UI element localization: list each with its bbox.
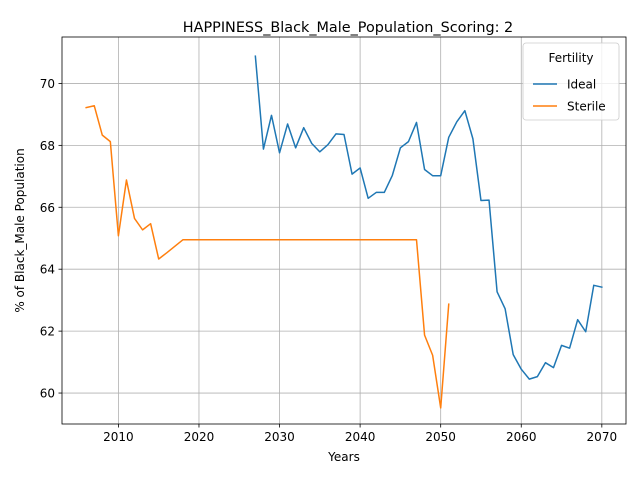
- y-axis-ticks: 60 62 64 66 68 70: [40, 77, 62, 401]
- y-tick-label: 68: [40, 139, 55, 153]
- y-tick-label: 62: [40, 325, 55, 339]
- x-tick-label: 2040: [345, 430, 376, 444]
- x-tick-label: 2070: [587, 430, 618, 444]
- plot-area-frame: [61, 36, 627, 425]
- x-tick-label: 2060: [506, 430, 537, 444]
- x-axis-label: Years: [327, 450, 360, 464]
- legend-label: Ideal: [567, 78, 596, 92]
- series-lines: [85, 55, 603, 409]
- y-axis-label: % of Black_Male Population: [13, 148, 27, 312]
- legend: Fertility Ideal Sterile: [522, 42, 620, 121]
- x-tick-label: 2010: [103, 430, 134, 444]
- x-axis-ticks: 2010 2020 2030 2040 2050 2060 2070: [103, 424, 617, 444]
- y-tick-label: 60: [40, 387, 55, 401]
- x-tick-label: 2030: [264, 430, 295, 444]
- legend-label: Sterile: [567, 100, 606, 114]
- legend-title: Fertility: [548, 51, 593, 65]
- chart-title: HAPPINESS_Black_Male_Population_Scoring:…: [183, 20, 513, 36]
- y-tick-label: 64: [40, 263, 55, 277]
- series-line-sterile: [85, 104, 450, 409]
- x-tick-label: 2050: [425, 430, 456, 444]
- legend-box: [522, 42, 620, 121]
- x-tick-label: 2020: [184, 430, 215, 444]
- y-tick-label: 70: [40, 77, 55, 91]
- series-line-ideal: [254, 55, 603, 380]
- y-tick-label: 66: [40, 201, 55, 215]
